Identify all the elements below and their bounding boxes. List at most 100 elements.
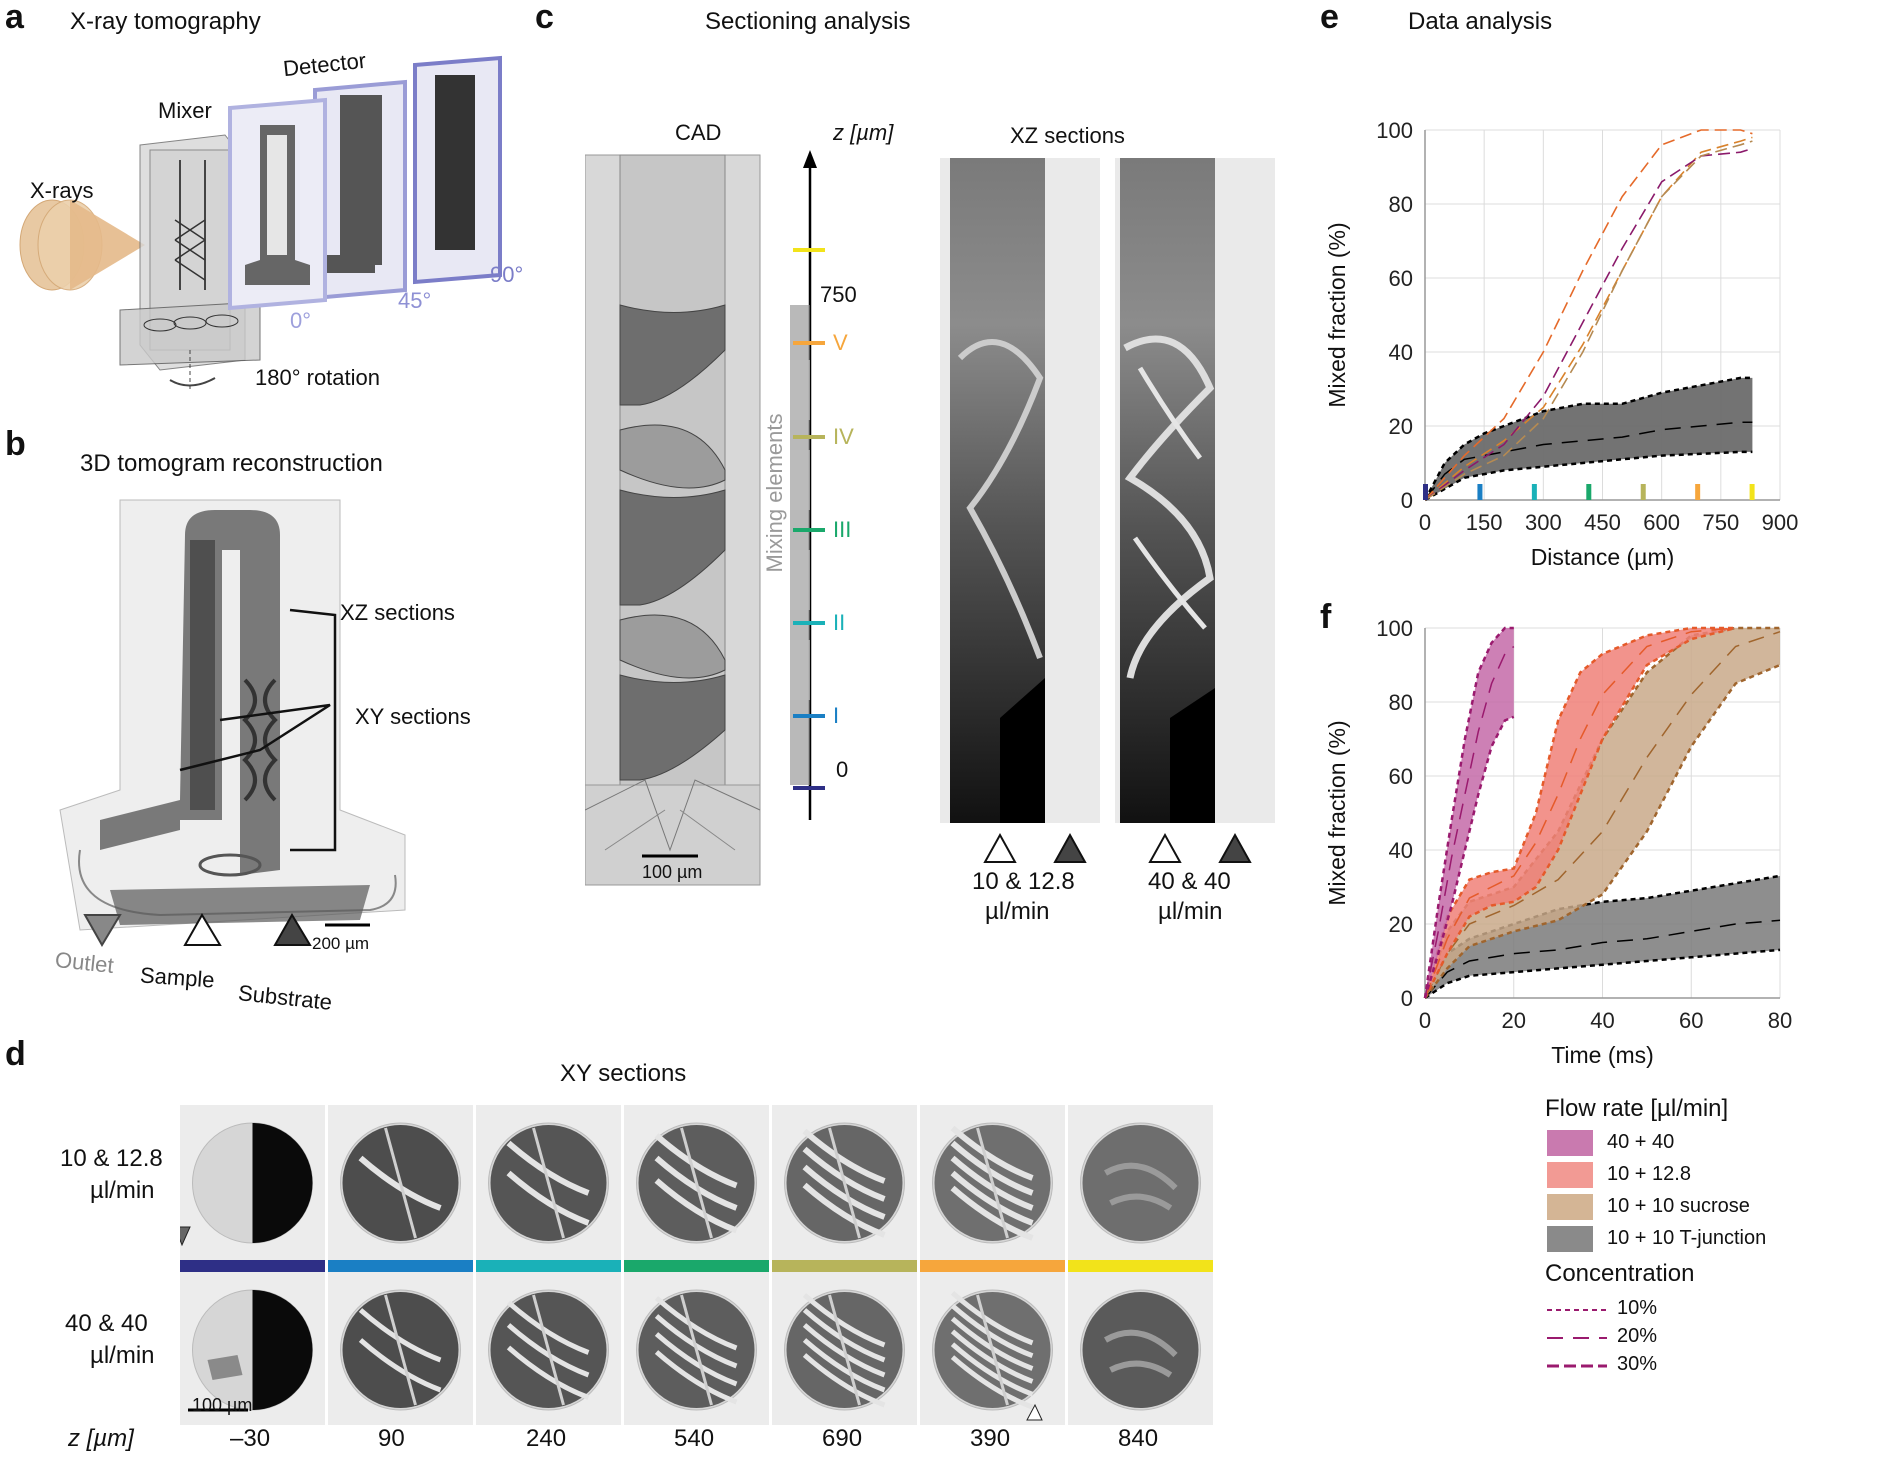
xy-section-images: [180, 1105, 1213, 1425]
outlet-label: Outlet: [53, 947, 115, 979]
panel-a-title: X-ray tomography: [70, 8, 261, 35]
concentration-label: 10%: [1617, 1297, 1658, 1319]
concentration-label: 30%: [1617, 1353, 1658, 1375]
xy-outlet-marker-icon: [180, 1226, 191, 1247]
z-750-label: 750: [820, 282, 857, 307]
chart-f: 0 20 40 60 80 100 0 20 40 60 80 Time (ms) Mixed frac…: [1324, 616, 1792, 1068]
x-tick-label: 0: [1419, 510, 1431, 535]
concentration-label: 20%: [1617, 1325, 1658, 1347]
panel-d-label: d: [5, 1035, 26, 1073]
xy-lamella: [802, 1182, 886, 1238]
xy-lamella: [950, 1185, 1034, 1241]
series-line: [1424, 147, 1753, 501]
y-tick-label: 0: [1401, 488, 1413, 513]
substrate-marker-icon: [273, 913, 312, 946]
panel-b-tomogram: [59, 499, 406, 931]
xz-substrate-marker-2-icon: [1218, 832, 1252, 863]
series-line: [1424, 129, 1753, 501]
series-line: [1424, 136, 1753, 501]
xy-lamella: [358, 1338, 442, 1393]
xy-lamella: [654, 1332, 738, 1387]
detector-frames: [228, 55, 502, 311]
band-mid-line: [1424, 919, 1781, 999]
xy-z-value: 690: [822, 1425, 863, 1452]
panel-e-title: Data analysis: [1408, 8, 1553, 35]
y-tick-label: 40: [1389, 340, 1413, 365]
z-color-bar: [920, 1260, 1065, 1272]
band-40-40: [1425, 628, 1514, 998]
legend-title: Flow rate [µl/min]: [1545, 1095, 1729, 1122]
x-tick-label: 20: [1502, 1008, 1526, 1033]
xy-divider: [680, 1294, 713, 1406]
xrays-label: X-rays: [30, 178, 94, 203]
rotation-label: 180° rotation: [255, 365, 380, 390]
angle-45-label: 45°: [398, 288, 432, 313]
xy-divider: [680, 1127, 713, 1239]
x-tick-label: 80: [1768, 1008, 1792, 1033]
xy-lamella: [654, 1350, 738, 1405]
xz-flow1-line2: µl/min: [985, 898, 1050, 925]
sample-label: Sample: [139, 962, 216, 993]
y-tick-label: 80: [1389, 690, 1413, 715]
xy-lamella: [506, 1345, 590, 1400]
z-color-bar: [328, 1260, 473, 1272]
roman-i-label: I: [833, 703, 840, 728]
roman-iii-label: III: [833, 517, 852, 542]
angle-90-label: 90°: [490, 262, 524, 287]
row1-flow-line1: 10 & 12.8: [60, 1145, 163, 1172]
xy-divider: [976, 1127, 1009, 1239]
y-tick-label: 20: [1389, 912, 1413, 937]
xy-sections-label: XY sections: [355, 704, 471, 729]
xz-substrate-marker-icon: [1053, 832, 1087, 863]
xy-lamella: [802, 1128, 886, 1184]
band-lower-line: [1423, 626, 1736, 999]
panel-b-inlet-markers: [83, 913, 312, 947]
band-upper-line: [1423, 376, 1753, 501]
panel-d-title: XY sections: [560, 1060, 687, 1087]
xy-divider: [532, 1294, 565, 1406]
series-line: [1424, 140, 1753, 501]
z-color-bar: [1068, 1260, 1213, 1272]
xy-lamella: [802, 1338, 886, 1393]
chart-e: 0 20 40 60 80 100 0 150 300 450 600 750 900 Distance …: [1324, 118, 1798, 570]
xy-substrate-phase: [252, 1123, 313, 1243]
xy-scale-label: 100 µm: [192, 1395, 253, 1415]
x-tick-label: 750: [1702, 510, 1739, 535]
xz-sample-marker-2-icon: [1148, 832, 1182, 863]
xy-z-values: –30 90 240 540 690 390 840: [180, 1425, 1225, 1455]
xy-lamella: [654, 1133, 738, 1189]
xy-lamella: [950, 1290, 1034, 1346]
x-tick-label: 450: [1584, 510, 1621, 535]
xz-flow1-line1: 10 & 12.8: [972, 868, 1075, 895]
xz-sample-marker-icon: [983, 832, 1017, 863]
xz-sections-label: XZ sections: [340, 600, 455, 625]
band-10-12-8: [1425, 628, 1736, 998]
panel-c-title: Sectioning analysis: [705, 8, 911, 35]
z-position-marker: [1531, 484, 1537, 500]
xy-z-value: 840: [1118, 1425, 1159, 1452]
xz-sections-title: XZ sections: [1010, 123, 1125, 148]
y-tick-label: 20: [1389, 414, 1413, 439]
y-axis-title: Mixed fraction (%): [1324, 222, 1350, 407]
y-tick-label: 0: [1401, 986, 1413, 1011]
xy-divider: [976, 1294, 1009, 1406]
concentration-swatch: [1547, 1337, 1607, 1339]
xy-lamella: [506, 1170, 590, 1226]
xy-divider: [828, 1294, 861, 1406]
xy-lamella: [950, 1140, 1034, 1196]
xy-divider: [384, 1127, 417, 1239]
cad-scale-label: 100 µm: [642, 862, 703, 882]
y-tick-label: 100: [1376, 616, 1413, 641]
xy-z-value: –30: [230, 1425, 271, 1452]
z-position-marker: [1640, 484, 1646, 500]
z-axis-label: z [µm]: [833, 120, 894, 145]
xy-divider: [828, 1127, 861, 1239]
chart-f-legend: Flow rate [µl/min] 40 + 40 10 + 12.8 10 + 1…: [1545, 1090, 1895, 1450]
row2-flow-line1: 40 & 40: [65, 1310, 148, 1337]
band-mid-line: [1424, 630, 1781, 999]
xy-lamella: [802, 1308, 886, 1363]
xy-lamella: [506, 1300, 590, 1355]
xy-lamella: [950, 1355, 1034, 1410]
x-tick-label: 0: [1419, 1008, 1431, 1033]
outlet-marker-icon: [83, 914, 122, 947]
